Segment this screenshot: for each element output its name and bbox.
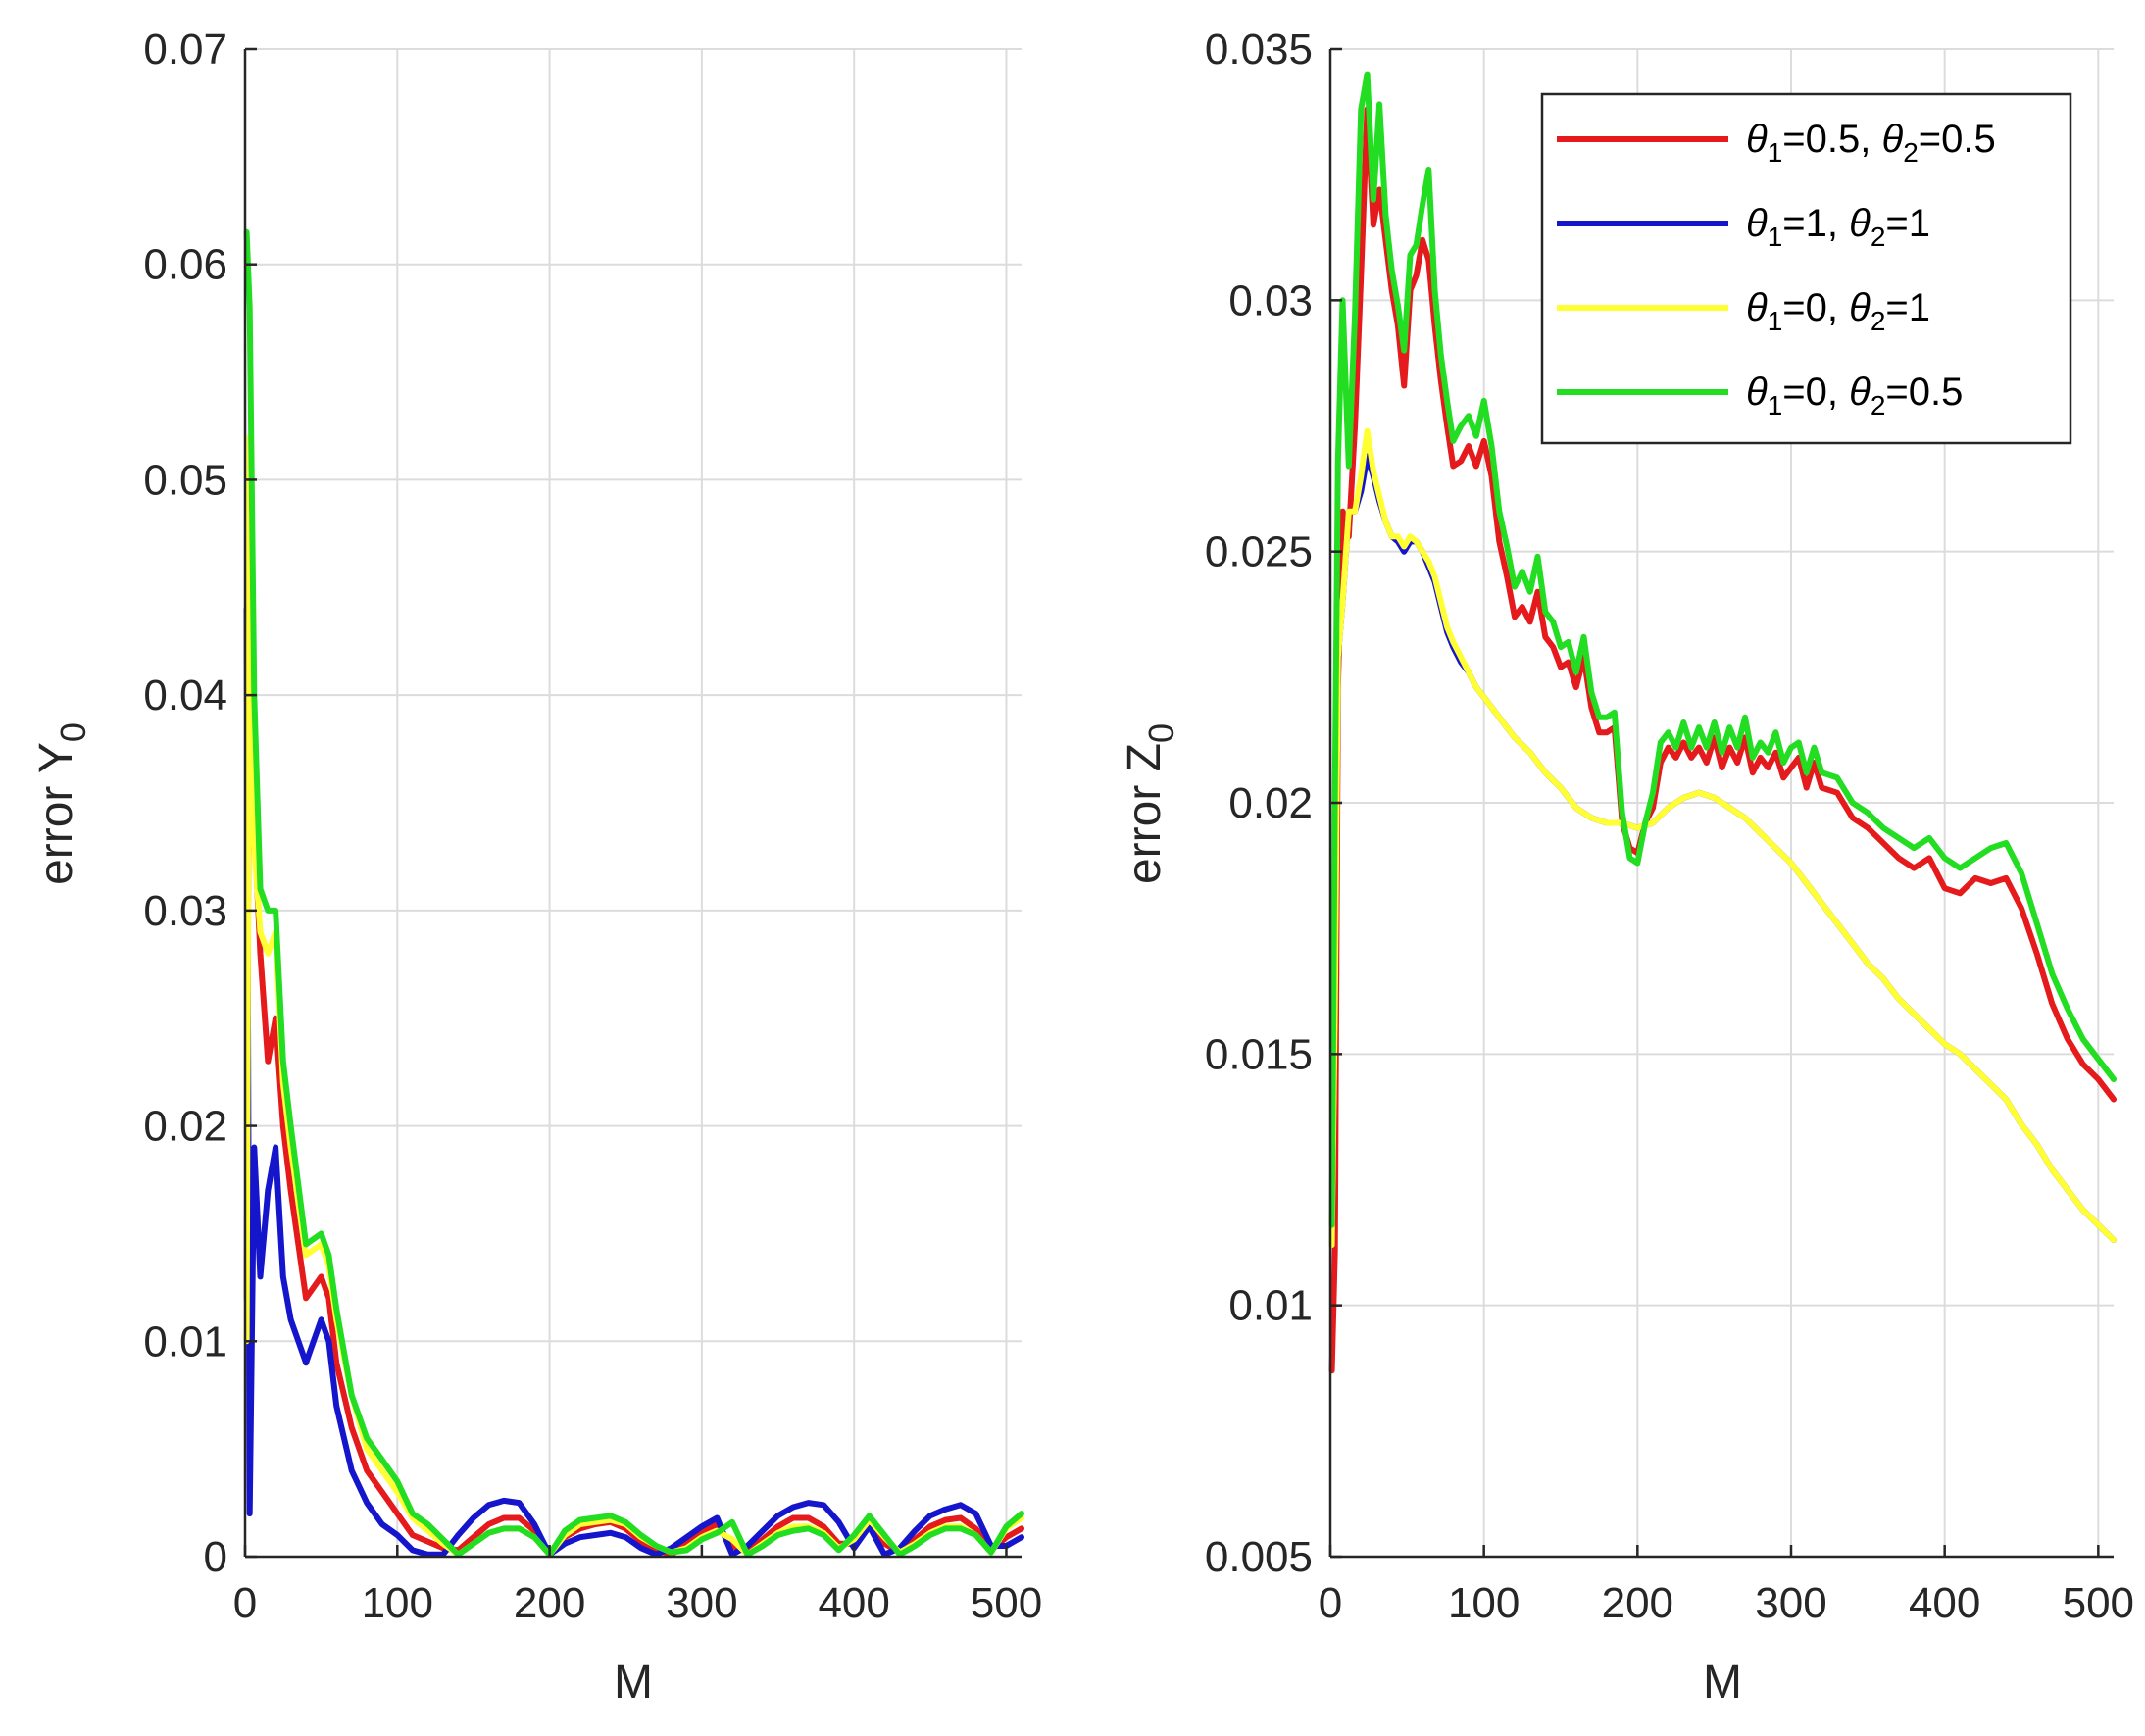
right-y-axis-label-subscript: 0 xyxy=(1141,723,1181,743)
left-x-tick-labels: 0 100 200 300 400 500 xyxy=(233,1579,1042,1627)
right-x-tick-label: 500 xyxy=(2063,1579,2134,1627)
legend-entry: θ1=0.5, θ2=0.5 xyxy=(1557,118,1996,168)
legend-entry: θ1=0, θ2=1 xyxy=(1557,286,1930,336)
legend-theta1-value: =1, xyxy=(1782,202,1849,245)
legend-theta1-value: =0, xyxy=(1782,286,1849,329)
right-series-line-4 xyxy=(1328,71,2117,1228)
left-grid xyxy=(245,48,1022,1557)
left-panel: 0 100 200 300 400 500 0 0.01 0.02 0.03 0.04 0.05 0.… xyxy=(30,25,1042,1709)
left-x-tick-label: 300 xyxy=(666,1579,737,1627)
legend-theta1-value: =0, xyxy=(1782,371,1849,414)
right-y-tick-label: 0.025 xyxy=(1205,528,1313,576)
right-y-tick-label: 0.015 xyxy=(1205,1030,1313,1078)
legend-box xyxy=(1540,92,2072,445)
legend-label: θ1=0, θ2=1 xyxy=(1746,286,1930,336)
left-series-line-1 xyxy=(243,476,1024,1558)
left-y-tick-label: 0 xyxy=(204,1533,227,1581)
right-series-line-2 xyxy=(1328,453,2117,1249)
left-y-tick-label: 0.03 xyxy=(143,887,227,935)
left-y-tick-label: 0.02 xyxy=(143,1103,227,1151)
right-x-tick-label: 100 xyxy=(1448,1579,1520,1627)
left-x-tick-label: 500 xyxy=(971,1579,1042,1627)
right-x-tick-label: 300 xyxy=(1755,1579,1826,1627)
right-x-tick-label: 400 xyxy=(1909,1579,1980,1627)
legend-entry: θ1=0, θ2=0.5 xyxy=(1557,371,1963,421)
legend-label: θ1=0, θ2=0.5 xyxy=(1746,371,1963,421)
right-series xyxy=(1328,71,2117,1374)
legend-theta2-value: =0.5 xyxy=(1919,118,1996,161)
left-x-tick-label: 200 xyxy=(514,1579,585,1627)
left-x-axis-label: M xyxy=(614,1657,653,1709)
left-series xyxy=(243,228,1024,1558)
left-y-axis-label-subscript: 0 xyxy=(53,722,93,742)
right-y-tick-label: 0.03 xyxy=(1228,276,1313,324)
left-y-axis-label-text: error Y xyxy=(30,742,82,885)
left-series-line-3 xyxy=(243,433,1024,1558)
right-x-tick-labels: 0 100 200 300 400 500 xyxy=(1319,1579,2134,1627)
right-y-tick-label: 0.035 xyxy=(1205,25,1313,74)
legend-entry: θ1=1, θ2=1 xyxy=(1557,202,1930,252)
legend-theta2-value: =1 xyxy=(1885,286,1930,329)
right-y-axis-label-text: error Z xyxy=(1119,743,1171,884)
left-series-line-4 xyxy=(243,228,1024,1558)
right-y-tick-label: 0.005 xyxy=(1205,1533,1313,1581)
right-panel: 0 100 200 300 400 500 0.005 0.01 0.015 0.02 0.025… xyxy=(1119,25,2134,1709)
legend-label: θ1=1, θ2=1 xyxy=(1746,202,1930,252)
right-x-tick-label: 200 xyxy=(1602,1579,1673,1627)
legend-theta2-value: =0.5 xyxy=(1885,371,1963,414)
left-y-tick-label: 0.05 xyxy=(143,456,227,504)
left-y-tick-label: 0.01 xyxy=(143,1317,227,1365)
left-y-axis-label: error Y0 xyxy=(30,722,93,885)
right-y-tick-label: 0.02 xyxy=(1228,779,1313,827)
right-y-tick-labels: 0.005 0.01 0.015 0.02 0.025 0.03 0.035 xyxy=(1205,25,1313,1581)
left-x-tick-label: 400 xyxy=(818,1579,889,1627)
legend-theta2-value: =1 xyxy=(1885,202,1930,245)
left-y-tick-labels: 0 0.01 0.02 0.03 0.04 0.05 0.06 0.07 xyxy=(143,25,227,1581)
left-y-tick-label: 0.06 xyxy=(143,241,227,289)
legend-theta1-value: =0.5, xyxy=(1782,118,1881,161)
right-x-axis-label: M xyxy=(1703,1657,1742,1709)
right-y-tick-label: 0.01 xyxy=(1228,1282,1313,1330)
right-axes xyxy=(1328,47,2114,1559)
right-y-axis-label: error Z0 xyxy=(1119,723,1181,884)
legend-label: θ1=0.5, θ2=0.5 xyxy=(1746,118,1996,168)
right-series-line-3 xyxy=(1328,427,2117,1249)
left-x-tick-label: 0 xyxy=(233,1579,257,1627)
left-series-line-2 xyxy=(243,606,1024,1558)
left-axes xyxy=(243,47,1022,1559)
left-x-tick-label: 100 xyxy=(362,1579,433,1627)
right-x-tick-label: 0 xyxy=(1319,1579,1342,1627)
legend: θ1=0.5, θ2=0.5 θ1=1, θ2=1 θ1=0, θ2=1 θ1=… xyxy=(1540,92,2072,445)
left-y-tick-label: 0.07 xyxy=(143,25,227,74)
left-y-tick-label: 0.04 xyxy=(143,671,227,719)
